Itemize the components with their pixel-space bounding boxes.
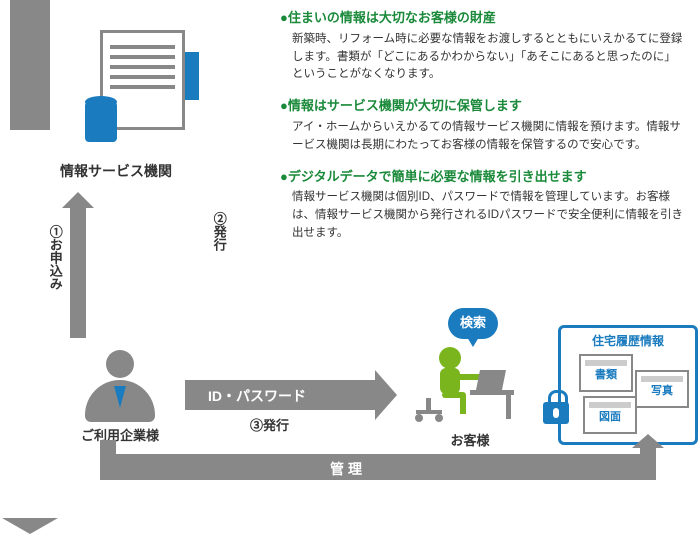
doc-label-1: 書類 <box>595 367 617 385</box>
housing-history-title: 住宅履歴情報 <box>561 332 695 351</box>
necktie-icon <box>114 386 126 408</box>
arrow-to-customer-label: ID・パスワード <box>208 385 306 407</box>
arrow-to-customer-under: ③発行 <box>250 416 289 437</box>
customer-label: お客様 <box>410 431 530 452</box>
company-label: ご利用企業様 <box>75 426 165 447</box>
customer-icon: お客様 <box>410 340 530 452</box>
bottom-arrow <box>100 454 656 480</box>
company-user-icon: ご利用企業様 <box>75 350 165 447</box>
customer-at-desk-icon <box>410 340 530 425</box>
doc-window-2: 写真 <box>635 370 689 408</box>
server-lines-icon <box>110 45 175 115</box>
server-side-icon <box>185 52 199 100</box>
arrow-apply-label: ①お申込み <box>44 225 65 290</box>
doc-window-1: 書類 <box>579 354 633 392</box>
person-body-icon <box>85 380 155 422</box>
doc-window-3: 図面 <box>583 396 637 434</box>
housing-history-box: 住宅履歴情報 書類 写真 図面 <box>558 325 698 445</box>
arrow-issue-idpw <box>10 0 50 130</box>
server-label: 情報サービス機関 <box>60 160 172 182</box>
person-head-icon <box>106 350 134 378</box>
doc-label-3: 図面 <box>599 409 621 427</box>
arrow-issue-inside-label: ID・パスワード <box>168 210 189 309</box>
lock-icon <box>543 402 569 424</box>
server-icon <box>70 20 205 150</box>
bottom-arrow-head <box>640 448 656 458</box>
flow-diagram: 情報サービス機関 ①お申込み ID・パスワード ②発行 ご利用企業様 ID・パス… <box>10 0 690 518</box>
doc-label-2: 写真 <box>651 383 673 401</box>
search-bubble: 検索 <box>448 308 498 339</box>
database-icon <box>85 100 117 142</box>
arrow-issue-label: ②発行 <box>208 212 229 251</box>
arrow-apply <box>70 208 86 338</box>
bottom-arrow-label: 管理 <box>330 458 366 480</box>
